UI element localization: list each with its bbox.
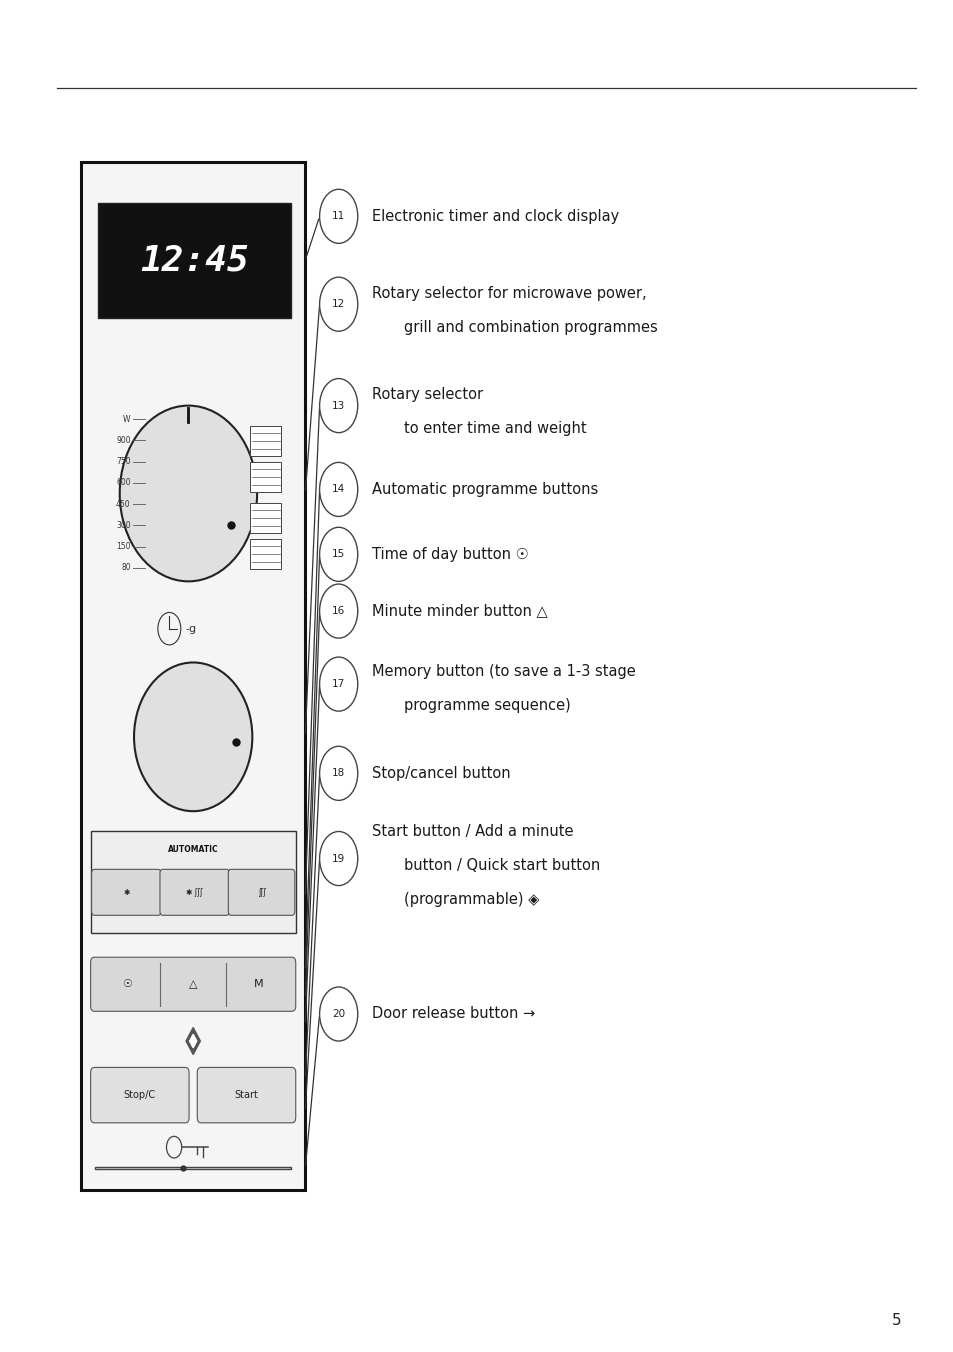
FancyBboxPatch shape bbox=[250, 503, 281, 533]
Text: 12: 12 bbox=[332, 299, 345, 310]
Text: AUTOMATIC: AUTOMATIC bbox=[168, 845, 218, 853]
Text: W: W bbox=[123, 415, 131, 423]
Text: 19: 19 bbox=[332, 853, 345, 864]
Text: 150: 150 bbox=[116, 542, 131, 552]
Text: (programmable) ◈: (programmable) ◈ bbox=[403, 891, 538, 907]
Circle shape bbox=[319, 831, 357, 886]
Circle shape bbox=[319, 277, 357, 331]
Text: M: M bbox=[253, 979, 264, 990]
Text: ʃʃʃ: ʃʃʃ bbox=[257, 888, 265, 896]
Text: 450: 450 bbox=[116, 500, 131, 508]
Circle shape bbox=[319, 657, 357, 711]
FancyBboxPatch shape bbox=[98, 203, 291, 318]
FancyBboxPatch shape bbox=[250, 462, 281, 492]
Circle shape bbox=[319, 189, 357, 243]
Text: △: △ bbox=[189, 979, 197, 990]
FancyBboxPatch shape bbox=[228, 869, 294, 915]
Ellipse shape bbox=[120, 406, 256, 581]
Circle shape bbox=[319, 379, 357, 433]
Text: Rotary selector: Rotary selector bbox=[372, 387, 482, 403]
Text: Automatic programme buttons: Automatic programme buttons bbox=[372, 481, 598, 498]
Circle shape bbox=[319, 462, 357, 516]
Text: 14: 14 bbox=[332, 484, 345, 495]
Circle shape bbox=[319, 584, 357, 638]
Text: Rotary selector for microwave power,: Rotary selector for microwave power, bbox=[372, 285, 646, 301]
FancyBboxPatch shape bbox=[250, 426, 281, 456]
Text: 12:45: 12:45 bbox=[140, 243, 249, 277]
Text: Memory button (to save a 1-3 stage: Memory button (to save a 1-3 stage bbox=[372, 664, 635, 680]
FancyBboxPatch shape bbox=[250, 539, 281, 569]
Text: Minute minder button △: Minute minder button △ bbox=[372, 603, 547, 619]
Polygon shape bbox=[190, 1034, 196, 1048]
FancyBboxPatch shape bbox=[91, 869, 161, 915]
Text: Stop/C: Stop/C bbox=[124, 1090, 155, 1101]
Text: 5: 5 bbox=[891, 1313, 901, 1328]
Text: Start button / Add a minute: Start button / Add a minute bbox=[372, 823, 573, 840]
Text: 600: 600 bbox=[116, 479, 131, 487]
FancyBboxPatch shape bbox=[91, 1068, 189, 1122]
Text: Door release button →: Door release button → bbox=[372, 1006, 535, 1022]
Text: to enter time and weight: to enter time and weight bbox=[403, 420, 585, 437]
Text: Start: Start bbox=[234, 1090, 258, 1101]
Text: ✱ ʃʃʃ: ✱ ʃʃʃ bbox=[186, 888, 203, 896]
Text: Time of day button ☉: Time of day button ☉ bbox=[372, 546, 528, 562]
Text: 900: 900 bbox=[116, 435, 131, 445]
Text: grill and combination programmes: grill and combination programmes bbox=[403, 319, 657, 335]
Text: Electronic timer and clock display: Electronic timer and clock display bbox=[372, 208, 618, 224]
Text: programme sequence): programme sequence) bbox=[403, 698, 570, 714]
Text: 15: 15 bbox=[332, 549, 345, 560]
Text: -g: -g bbox=[185, 623, 196, 634]
Text: 13: 13 bbox=[332, 400, 345, 411]
FancyBboxPatch shape bbox=[91, 831, 295, 933]
Text: 16: 16 bbox=[332, 606, 345, 617]
FancyBboxPatch shape bbox=[160, 869, 229, 915]
Circle shape bbox=[319, 987, 357, 1041]
Circle shape bbox=[319, 527, 357, 581]
Circle shape bbox=[319, 746, 357, 800]
Text: 300: 300 bbox=[116, 521, 131, 530]
Text: 750: 750 bbox=[116, 457, 131, 466]
Text: button / Quick start button: button / Quick start button bbox=[403, 857, 599, 873]
Text: 80: 80 bbox=[121, 564, 131, 572]
FancyBboxPatch shape bbox=[81, 162, 305, 1190]
Text: 11: 11 bbox=[332, 211, 345, 222]
Text: ✱: ✱ bbox=[123, 888, 130, 896]
Text: 17: 17 bbox=[332, 679, 345, 690]
FancyBboxPatch shape bbox=[197, 1068, 295, 1122]
Polygon shape bbox=[186, 1028, 200, 1055]
Text: 20: 20 bbox=[332, 1009, 345, 1019]
Text: ☉: ☉ bbox=[122, 979, 132, 990]
Text: Stop/cancel button: Stop/cancel button bbox=[372, 765, 510, 781]
Text: 18: 18 bbox=[332, 768, 345, 779]
FancyBboxPatch shape bbox=[91, 957, 295, 1011]
FancyBboxPatch shape bbox=[95, 1167, 291, 1169]
Ellipse shape bbox=[133, 662, 252, 811]
